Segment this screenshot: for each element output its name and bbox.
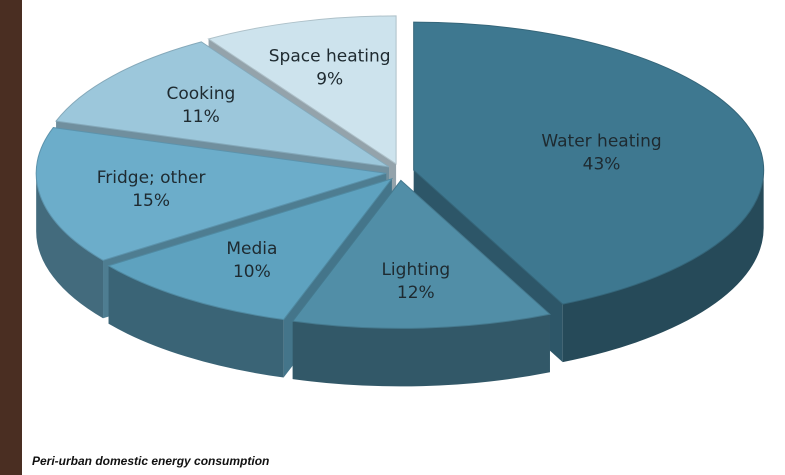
slice-label: Media: [226, 239, 277, 259]
slice-label: Fridge; other: [97, 168, 206, 188]
slice-value-label: 43%: [583, 154, 621, 174]
slice-value-label: 9%: [316, 69, 343, 89]
slice-top: [107, 177, 394, 321]
slice-top: [35, 127, 387, 261]
slice-label: Water heating: [541, 131, 661, 151]
slice-side: [108, 265, 284, 378]
slice-top: [413, 21, 765, 305]
slice-side: [292, 314, 550, 387]
slice-value-label: 15%: [132, 191, 170, 211]
slice: [291, 179, 551, 387]
slice-top: [291, 179, 551, 329]
slice-value-label: 10%: [233, 262, 271, 282]
slice-label: Space heating: [269, 46, 391, 66]
slice-top: [207, 15, 397, 165]
slice-top: [55, 41, 390, 168]
slice-side: [36, 173, 104, 319]
slice-side: [562, 170, 764, 363]
caption: Peri-urban domestic energy consumption: [32, 454, 269, 468]
slice-value-label: 11%: [182, 107, 220, 127]
slice-value-label: 12%: [397, 283, 435, 303]
slice-label: Lighting: [381, 260, 450, 280]
slice-label: Cooking: [166, 84, 235, 104]
